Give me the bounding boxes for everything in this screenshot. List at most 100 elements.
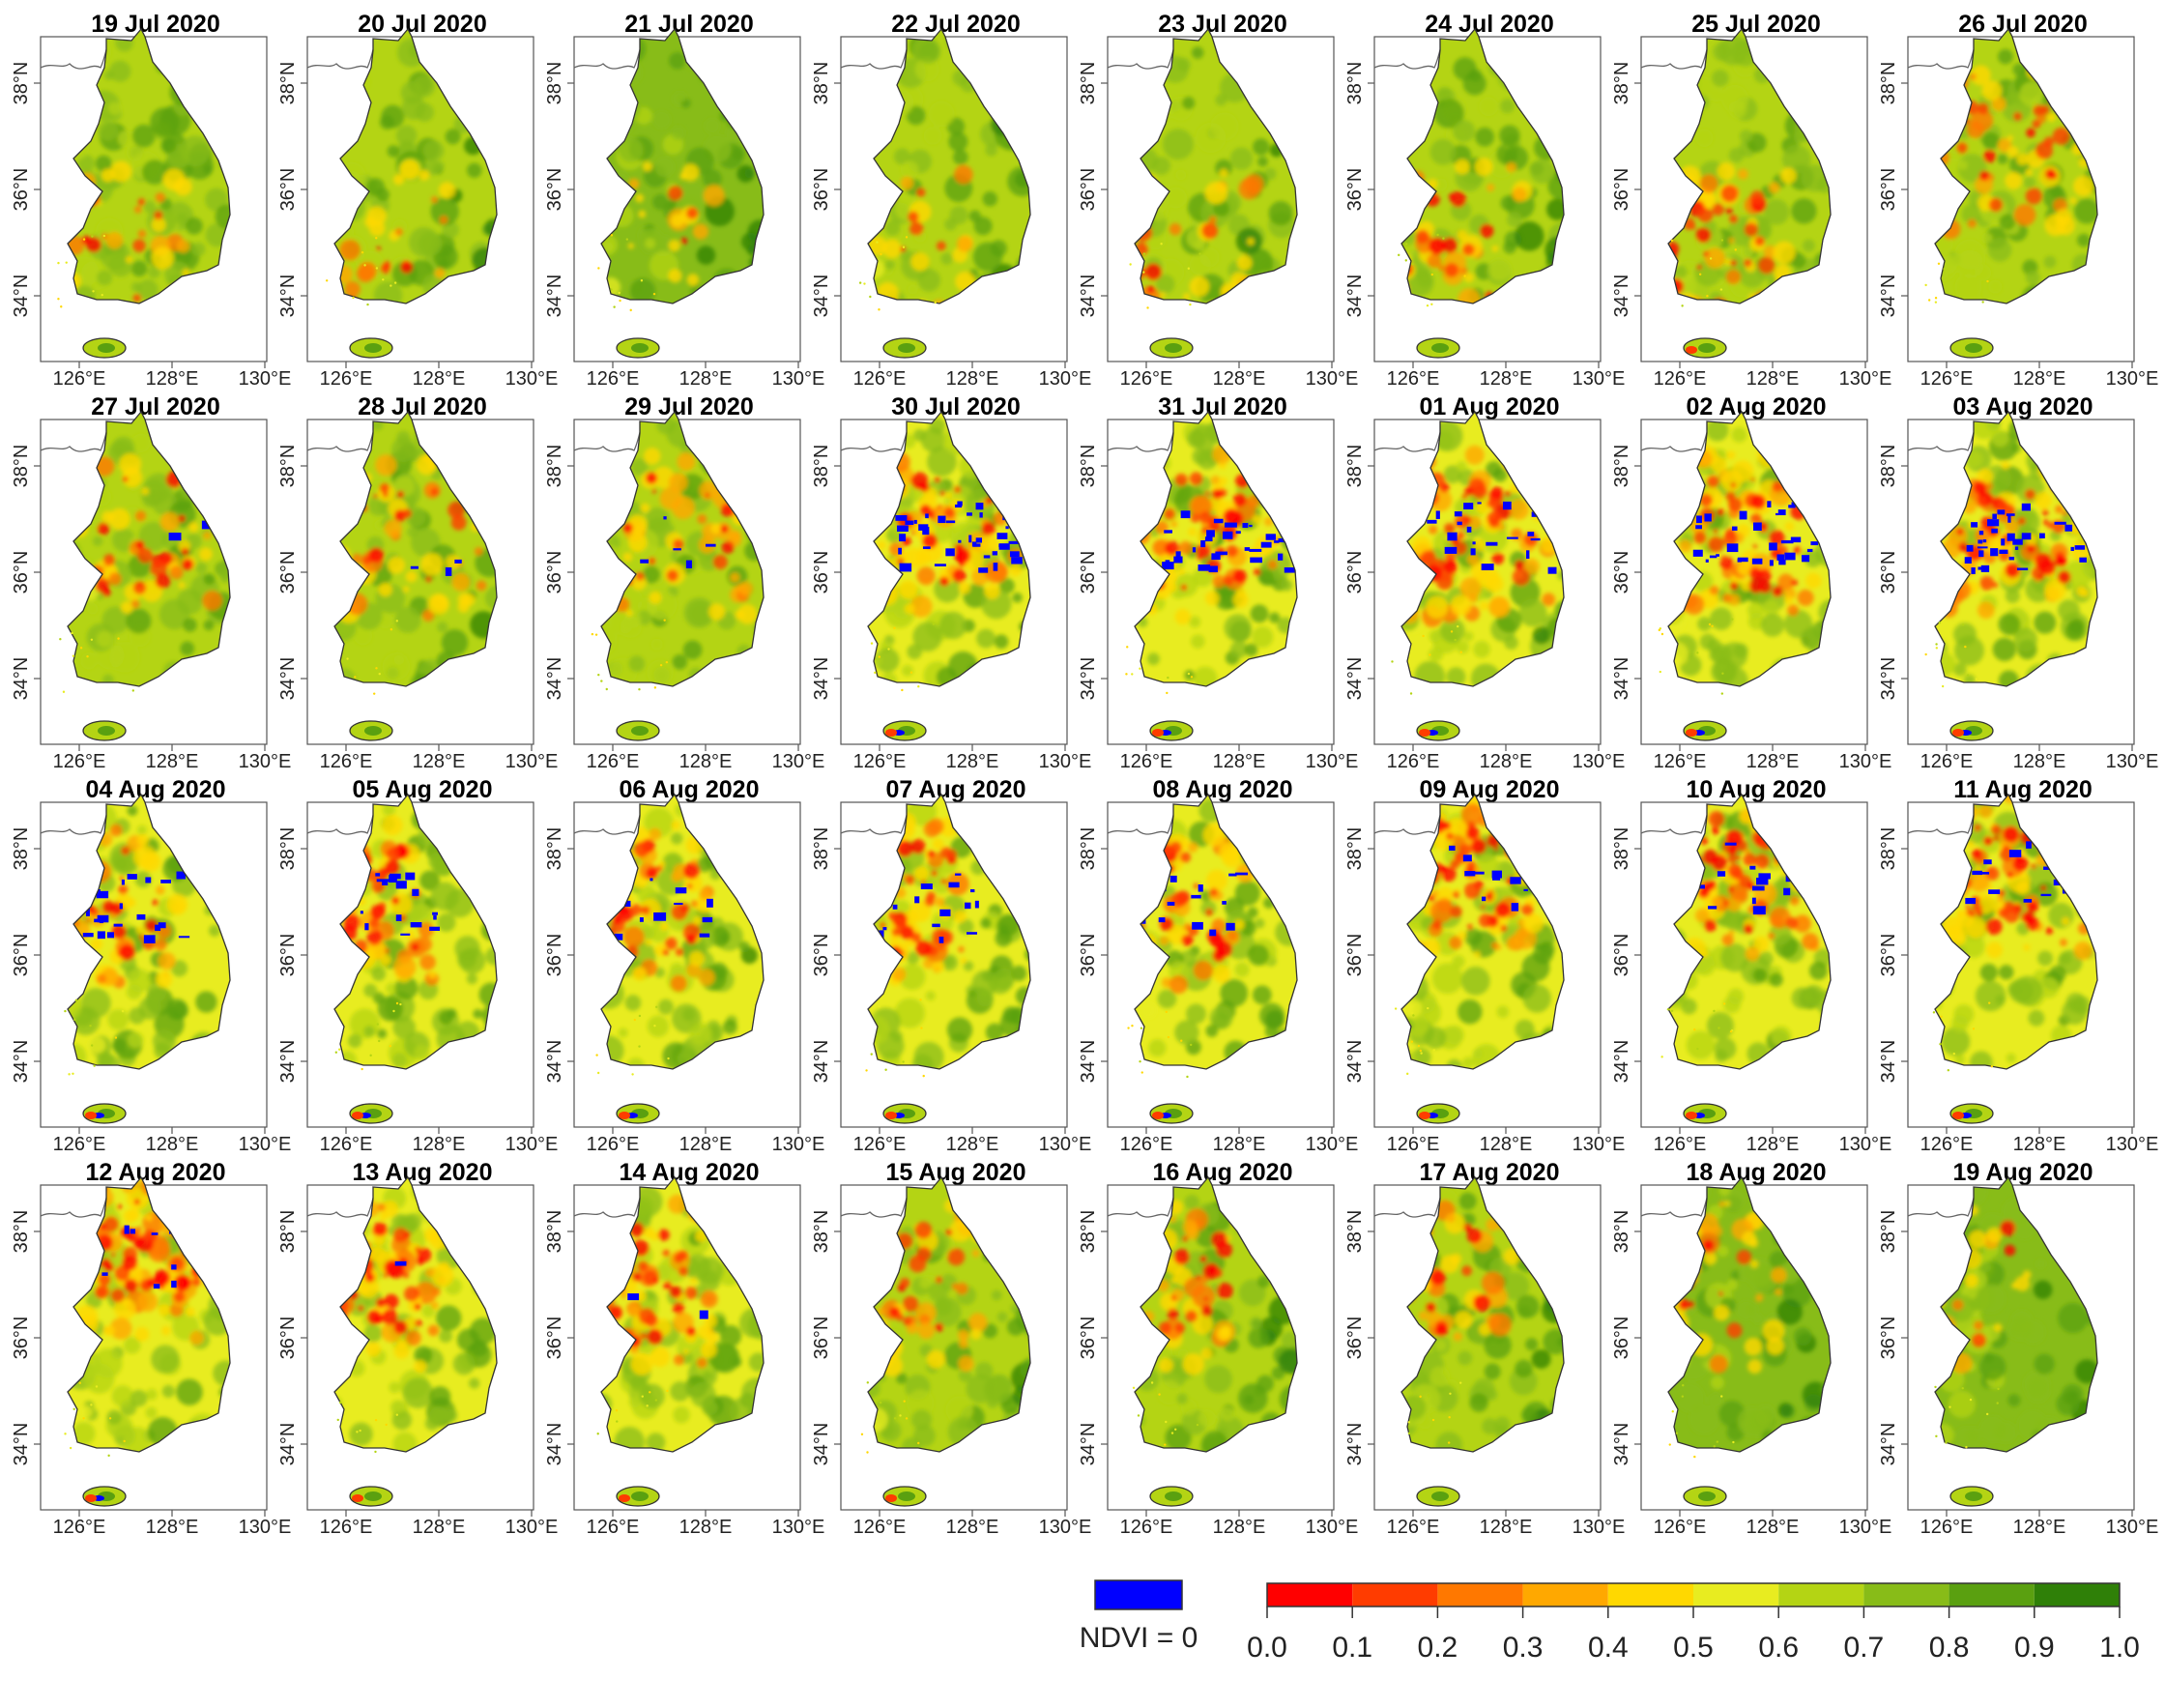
- ndvi-cell: [387, 145, 400, 158]
- ndvi-cell: [1433, 98, 1464, 129]
- jeju-outline: [1149, 1103, 1194, 1124]
- nodata-cell: [1739, 510, 1747, 520]
- ndvi-cell: [119, 876, 125, 881]
- ndvi-cell: [1437, 86, 1452, 101]
- ndvi-cell: [123, 1209, 137, 1224]
- island: [1436, 233, 1439, 237]
- lon-label: 128°E: [946, 368, 999, 390]
- ndvi-cell: [664, 937, 678, 950]
- nodata-cell: [1198, 565, 1211, 571]
- ndvi-cell: [1699, 174, 1718, 193]
- island: [663, 619, 666, 622]
- ndvi-cell: [1254, 918, 1265, 929]
- island: [610, 288, 613, 291]
- ndvi-cell: [1178, 540, 1193, 555]
- island: [64, 1009, 67, 1013]
- lat-label: 36°N: [811, 551, 832, 594]
- ndvi-cell: [1494, 902, 1511, 918]
- nodata-cell: [158, 922, 166, 929]
- nodata-cell: [1776, 554, 1785, 561]
- ndvi-cell: [736, 164, 755, 183]
- lat-label: 34°N: [1344, 275, 1366, 318]
- ndvi-cell: [1491, 245, 1499, 252]
- nodata-cell: [97, 931, 105, 940]
- ndvi-cell: [1961, 203, 1982, 224]
- nodata-cell: [639, 917, 644, 922]
- ndvi-cell: [415, 102, 434, 122]
- ndvi-cell: [95, 155, 112, 172]
- nodata-cell: [1249, 524, 1253, 528]
- ndvi-cell: [155, 192, 165, 203]
- ndvi-cell: [948, 131, 968, 152]
- ndvi-cell: [1247, 943, 1269, 966]
- ndvi-cell: [2073, 198, 2097, 224]
- island: [101, 293, 103, 297]
- nodata-cell: [1997, 509, 2006, 515]
- nodata-cell: [1705, 559, 1709, 563]
- nodata-cell: [1692, 549, 1703, 557]
- ndvi-cell: [1488, 516, 1500, 529]
- ndvi-cell: [670, 962, 684, 977]
- ndvi-cell: [1730, 259, 1737, 267]
- jeju-low: [885, 729, 897, 737]
- nodata-cell: [1780, 539, 1794, 544]
- ndvi-cell: [1492, 468, 1508, 482]
- island: [1670, 1009, 1674, 1012]
- lon-label: 126°E: [1920, 1134, 1974, 1155]
- lon-label: 130°E: [505, 751, 559, 772]
- ndvi-cell: [1518, 598, 1547, 627]
- ndvi-cell: [373, 493, 378, 499]
- jeju-island: [1150, 721, 1193, 740]
- nodata-cell: [1523, 888, 1528, 891]
- ndvi-cell: [910, 839, 926, 854]
- ndvi-cell: [972, 242, 1003, 272]
- island: [1186, 1075, 1189, 1079]
- ndvi-cell: [1977, 601, 1995, 620]
- nodata-cell: [954, 504, 963, 508]
- ndvi-cell: [161, 1384, 175, 1398]
- nodata-cell: [673, 548, 681, 551]
- ndvi-cell: [2064, 621, 2085, 641]
- nodata-cell: [2012, 538, 2023, 545]
- ndvi-cell: [2063, 560, 2093, 590]
- ndvi-cell: [132, 581, 147, 594]
- island: [375, 667, 378, 670]
- lon-label: 126°E: [1120, 751, 1173, 772]
- nodata-cell: [2021, 533, 2032, 540]
- nodata-cell: [155, 924, 161, 932]
- nodata-cell: [153, 1284, 160, 1289]
- island: [108, 1417, 112, 1420]
- ndvi-cell: [1728, 886, 1735, 893]
- border-line: [40, 424, 109, 452]
- ndvi-cell: [1706, 1012, 1734, 1040]
- island: [1935, 647, 1939, 650]
- ndvi-cell: [1972, 848, 1982, 859]
- ndvi-cell: [195, 562, 208, 574]
- lon-label: 126°E: [1387, 1134, 1440, 1155]
- border-line: [40, 807, 109, 835]
- nodata-cell: [1191, 894, 1201, 899]
- ndvi-cell: [1710, 607, 1733, 630]
- ndvi-cell: [1679, 277, 1697, 296]
- ndvi-cell: [185, 217, 203, 235]
- ndvi-cell: [1269, 612, 1281, 623]
- ndvi-cell: [395, 125, 418, 147]
- ndvi-cell: [1773, 241, 1796, 265]
- ndvi-cell: [2049, 185, 2064, 199]
- ndvi-cell: [1760, 613, 1785, 637]
- ndvi-cell: [1466, 860, 1477, 871]
- island: [1406, 1072, 1409, 1076]
- island: [1924, 652, 1927, 656]
- ndvi-cell: [2037, 950, 2053, 967]
- lat-label: 36°N: [544, 551, 565, 594]
- border-line: [1107, 42, 1176, 70]
- island: [876, 241, 879, 244]
- island: [1416, 649, 1419, 651]
- ndvi-cell: [1461, 494, 1467, 500]
- ndvi-cell: [1168, 582, 1178, 593]
- island: [902, 1060, 905, 1063]
- ndvi-cell: [106, 1409, 122, 1425]
- island: [1167, 676, 1169, 680]
- ndvi-cell: [1486, 501, 1491, 507]
